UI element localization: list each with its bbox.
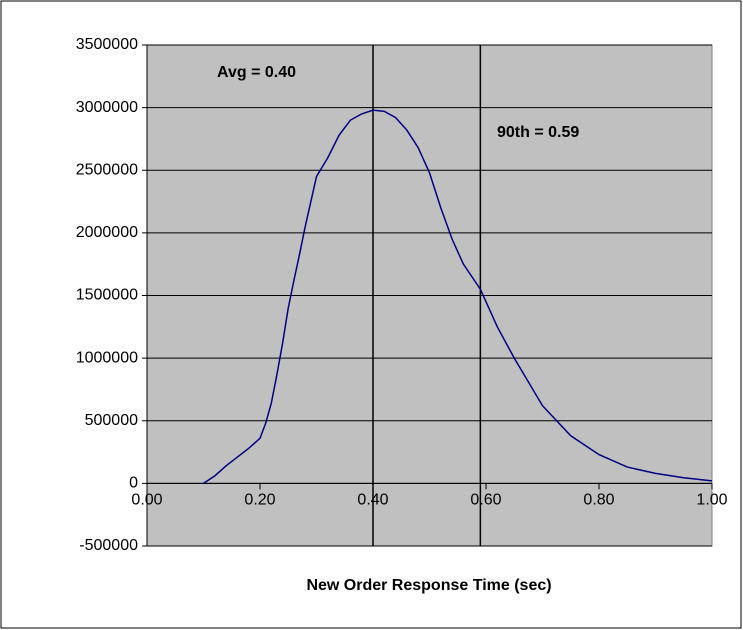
y-tick-label: 1000000 (76, 349, 138, 366)
annotation: Avg = 0.40 (217, 64, 296, 81)
y-tick-label: 2500000 (76, 161, 138, 178)
y-tick-label: 1500000 (76, 287, 138, 304)
annotation: 90th = 0.59 (497, 124, 579, 141)
y-tick-label: -500000 (79, 537, 138, 554)
x-tick-label: 1.00 (696, 492, 727, 509)
x-tick-label: 0.20 (244, 492, 275, 509)
x-axis-title: New Order Response Time (sec) (306, 577, 551, 594)
y-tick-label: 0 (129, 475, 138, 492)
y-tick-label: 3000000 (76, 99, 138, 116)
y-tick-label: 3500000 (76, 36, 138, 53)
plot-area: -500000 0 500000 1000000 1500000 2000000 25000… (76, 36, 728, 554)
x-tick-label: 0.00 (131, 492, 162, 509)
line-series (203, 109, 713, 484)
x-tick-label: 0.60 (470, 492, 501, 509)
y-tick-label: 500000 (85, 412, 138, 429)
y-tick-label: 2000000 (76, 224, 138, 241)
x-tick-label: 0.80 (583, 492, 614, 509)
